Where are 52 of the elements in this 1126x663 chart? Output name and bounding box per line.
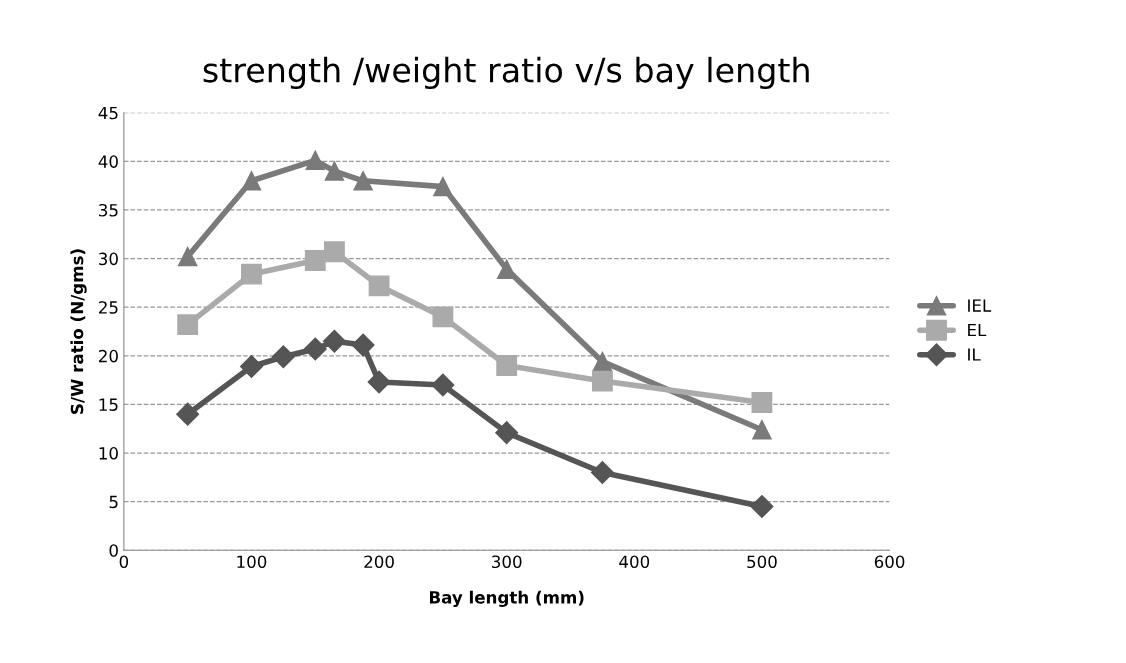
point (353, 171, 373, 191)
point (431, 373, 455, 397)
x-tick-label: 300 (492, 555, 522, 569)
point (432, 306, 454, 328)
point (752, 419, 772, 440)
x-axis-title: Bay length (mm) (429, 590, 584, 607)
point (177, 246, 198, 267)
point (496, 259, 517, 279)
x-tick-label: 0 (119, 555, 129, 569)
point (241, 263, 262, 285)
point (271, 345, 295, 369)
x-tick-label: 400 (619, 555, 650, 569)
x-tick-label: 200 (364, 555, 394, 569)
point (305, 150, 326, 171)
y-tick-label: 35 (99, 203, 118, 217)
chart-title: strength /weight ratio v/s bay length (203, 56, 809, 90)
point (592, 351, 613, 372)
x-tick-label: 600 (874, 555, 905, 569)
point (367, 370, 391, 394)
y-tick-label: 20 (99, 349, 118, 363)
point (368, 275, 390, 297)
x-tick-label: 500 (747, 555, 777, 569)
point (303, 337, 327, 361)
y-tick-label: 10 (99, 447, 118, 460)
point (495, 421, 519, 445)
point (324, 161, 345, 181)
x-tick-label: 100 (237, 555, 267, 569)
legend-label: IEL (968, 299, 992, 312)
legend-label: EL (968, 323, 987, 337)
y-tick-label: 25 (99, 301, 118, 314)
y-tick-label: 0 (109, 544, 118, 557)
point (324, 241, 345, 263)
point (241, 171, 262, 191)
point (751, 392, 773, 413)
legend-label: IL (968, 348, 981, 361)
y-tick-label: 5 (109, 495, 118, 509)
point (351, 333, 375, 357)
point (590, 461, 614, 484)
point (322, 329, 346, 353)
y-tick-label: 30 (99, 252, 118, 266)
point (176, 402, 200, 426)
y-axis-title: S/W ratio (N/gms) (70, 249, 87, 414)
point (177, 314, 199, 336)
y-tick-label: 40 (98, 155, 118, 168)
y-tick-label: 15 (99, 398, 118, 411)
point (750, 495, 774, 519)
point (591, 370, 613, 392)
point (239, 355, 263, 379)
point (304, 250, 326, 271)
point (496, 355, 518, 376)
y-tick-label: 45 (98, 106, 118, 120)
point (433, 176, 453, 197)
